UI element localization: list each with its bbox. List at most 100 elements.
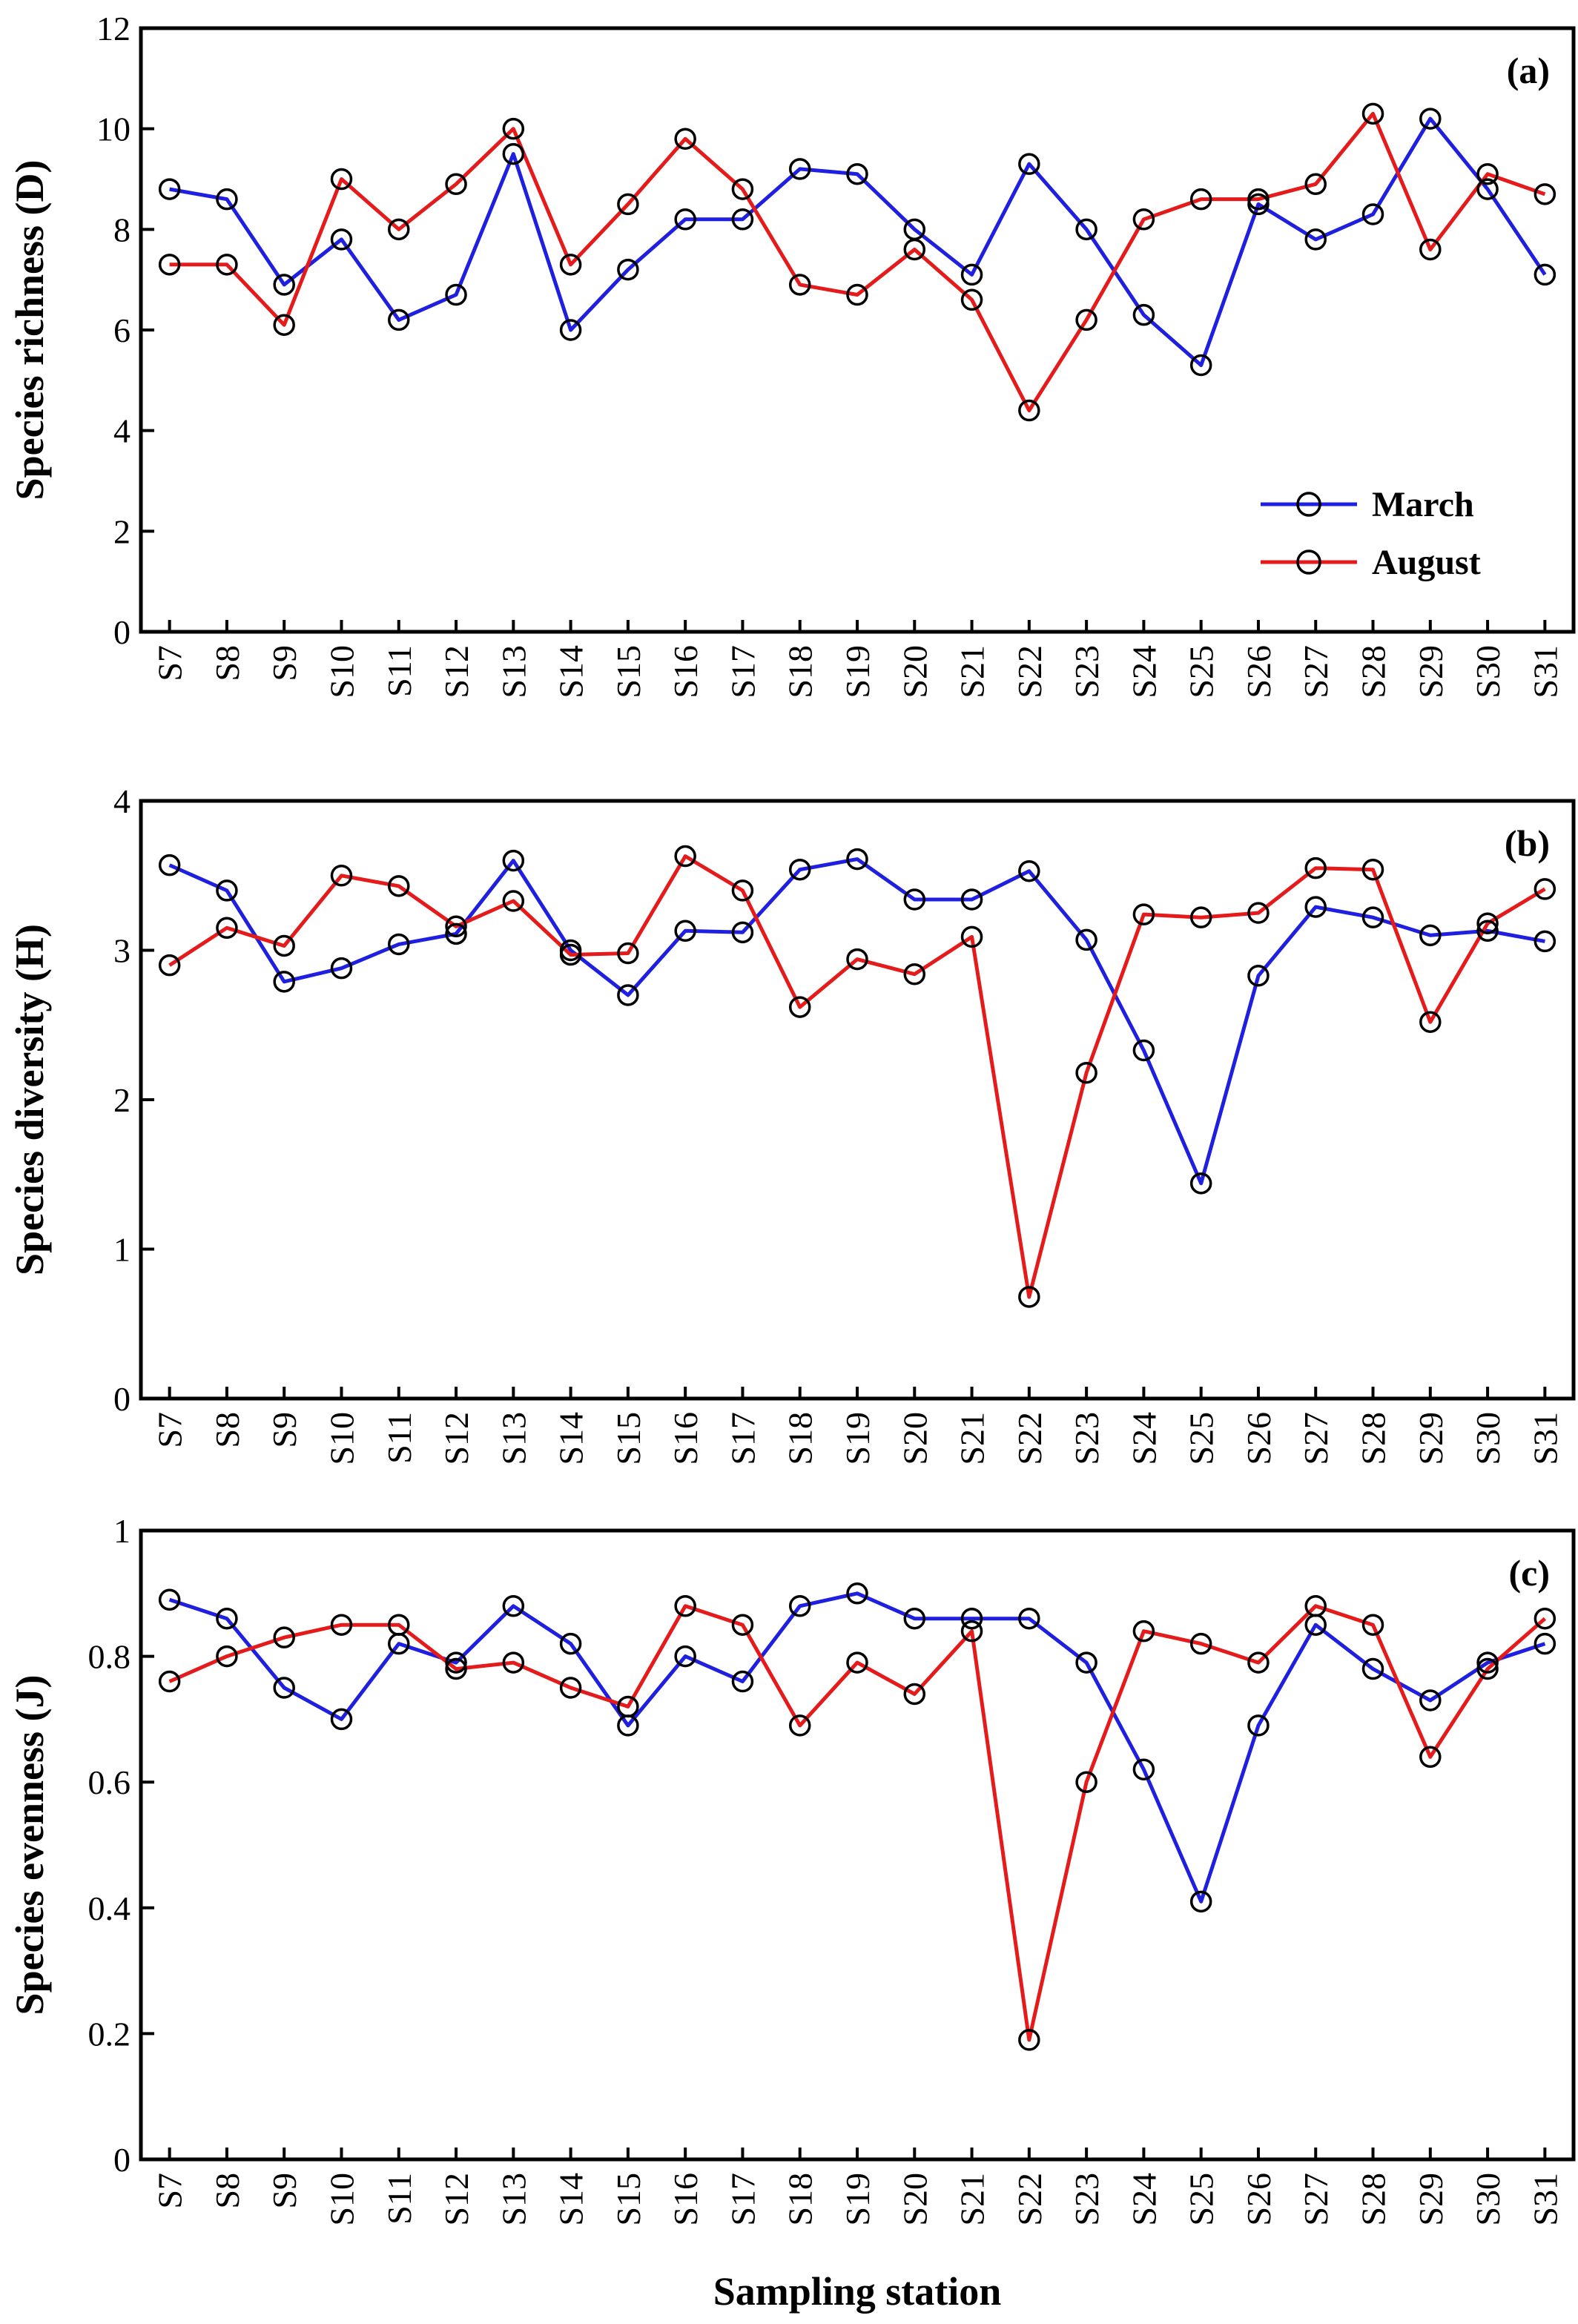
x-tick-label: S21 (954, 2173, 991, 2226)
y-tick-label: 3 (113, 932, 131, 970)
data-point-march (273, 971, 295, 993)
legend-label-march: March (1372, 485, 1474, 524)
x-tick-label: S29 (1412, 1412, 1450, 1465)
data-point-august (731, 178, 754, 200)
data-point-august (559, 943, 582, 966)
data-point-march (1476, 920, 1499, 943)
data-point-august (1247, 1651, 1270, 1674)
data-point-august (1075, 308, 1097, 331)
y-tick-label: 0.4 (88, 1889, 131, 1927)
chart-panel-3: 0 0.2 0.4 0.6 0.8 1 S7 S8 S9 S10 S11 S12 S13 S14 S15 S1… (7, 1512, 1576, 2226)
data-point-august (1132, 1620, 1155, 1643)
y-tick-label: 0.8 (88, 1638, 131, 1676)
data-point-august (617, 942, 639, 965)
data-point-august (731, 879, 754, 902)
data-point-august (502, 890, 525, 912)
x-tick-label: S23 (1068, 1412, 1106, 1465)
y-tick-label: 2 (113, 1081, 131, 1119)
data-point-march (1132, 303, 1155, 326)
y-tick-label: 1 (113, 1231, 131, 1269)
data-point-march (1075, 1651, 1097, 1674)
data-point-august (273, 934, 295, 957)
data-point-august (1361, 1614, 1384, 1636)
x-tick-label: S13 (495, 2173, 532, 2226)
data-point-march (731, 1670, 754, 1693)
data-point-march (1534, 263, 1556, 286)
data-point-march (1018, 859, 1040, 882)
data-point-march (846, 848, 868, 871)
x-tick-label: S15 (610, 2173, 647, 2226)
series-line-august (169, 111, 1546, 412)
data-point-march (731, 921, 754, 944)
data-point-march (960, 888, 983, 911)
data-point-august (788, 996, 811, 1018)
data-point-august (502, 117, 525, 140)
x-tick-label: S13 (495, 1412, 532, 1465)
data-point-august (846, 283, 868, 306)
y-tick-label: 4 (113, 782, 131, 820)
data-point-march (502, 142, 525, 165)
data-point-august (1419, 238, 1442, 261)
data-point-march (1247, 1714, 1270, 1737)
data-point-march (1534, 1632, 1556, 1655)
data-point-march (502, 849, 525, 872)
data-point-march (158, 178, 181, 200)
data-point-august (273, 314, 295, 336)
data-point-march (273, 274, 295, 296)
data-point-march (158, 1588, 181, 1611)
series-line-march (168, 1591, 1546, 1904)
data-point-august (388, 1614, 410, 1636)
data-point-august (216, 1645, 238, 1668)
y-tick-label: 0 (113, 1380, 131, 1418)
x-tick-label: S23 (1068, 2173, 1106, 2226)
x-tick-label: S8 (208, 1412, 246, 1448)
chart-panel-1: 0 2 4 6 8 10 12 S7 S8 S9 S10 S11 S12 S13 S14 S15 S16 S17 S… (7, 10, 1576, 699)
data-point-august (960, 925, 983, 948)
data-point-march (1132, 1758, 1155, 1780)
data-point-august (846, 1651, 868, 1674)
data-point-august (1189, 906, 1212, 928)
data-point-august (158, 1670, 181, 1693)
x-tick-label: S25 (1183, 1412, 1221, 1465)
data-point-march (216, 1607, 238, 1630)
data-point-august (330, 865, 353, 887)
series-line-march (168, 857, 1545, 1186)
data-point-august (388, 218, 410, 241)
data-point-august (1189, 188, 1212, 211)
data-point-march (1189, 354, 1212, 377)
data-point-march (674, 208, 696, 231)
data-point-march (445, 283, 467, 306)
x-tick-label: S24 (1125, 2173, 1163, 2226)
x-tick-label: S22 (1011, 2173, 1049, 2226)
x-tick-label: S7 (151, 645, 189, 681)
x-tick-label: S26 (1240, 1412, 1278, 1465)
x-tick-label: S12 (438, 645, 475, 699)
x-tick-label: S7 (151, 2173, 189, 2209)
x-tick-label: S10 (323, 2173, 360, 2226)
data-point-august (1304, 1595, 1327, 1617)
x-tick-label: S30 (1469, 2173, 1507, 2226)
legend-marker-august (1296, 549, 1321, 575)
x-tick-label: S7 (151, 1412, 189, 1448)
x-tick-label: S18 (782, 1412, 819, 1465)
x-tick-label: S12 (438, 1412, 475, 1465)
y-tick-label: 12 (96, 10, 131, 47)
data-point-march (1018, 1607, 1040, 1630)
y-axis-title: Species richness (D) (7, 160, 52, 501)
data-point-march (330, 228, 353, 251)
data-point-august (1132, 208, 1155, 231)
data-point-august (502, 1651, 525, 1674)
data-point-march (617, 258, 639, 281)
data-point-august (445, 915, 467, 938)
data-point-march (1247, 965, 1270, 987)
x-tick-label: S25 (1183, 645, 1221, 699)
x-tick-label: S21 (954, 645, 991, 699)
data-point-august (330, 168, 353, 191)
y-axis-title: Species evenness (J) (7, 1675, 52, 2016)
data-point-august (617, 193, 639, 216)
x-tick-label: S8 (208, 645, 246, 681)
x-tick-label: S25 (1183, 2173, 1221, 2226)
x-tick-label: S26 (1240, 2173, 1278, 2226)
data-point-august (846, 948, 868, 971)
data-point-march (1132, 1039, 1155, 1062)
